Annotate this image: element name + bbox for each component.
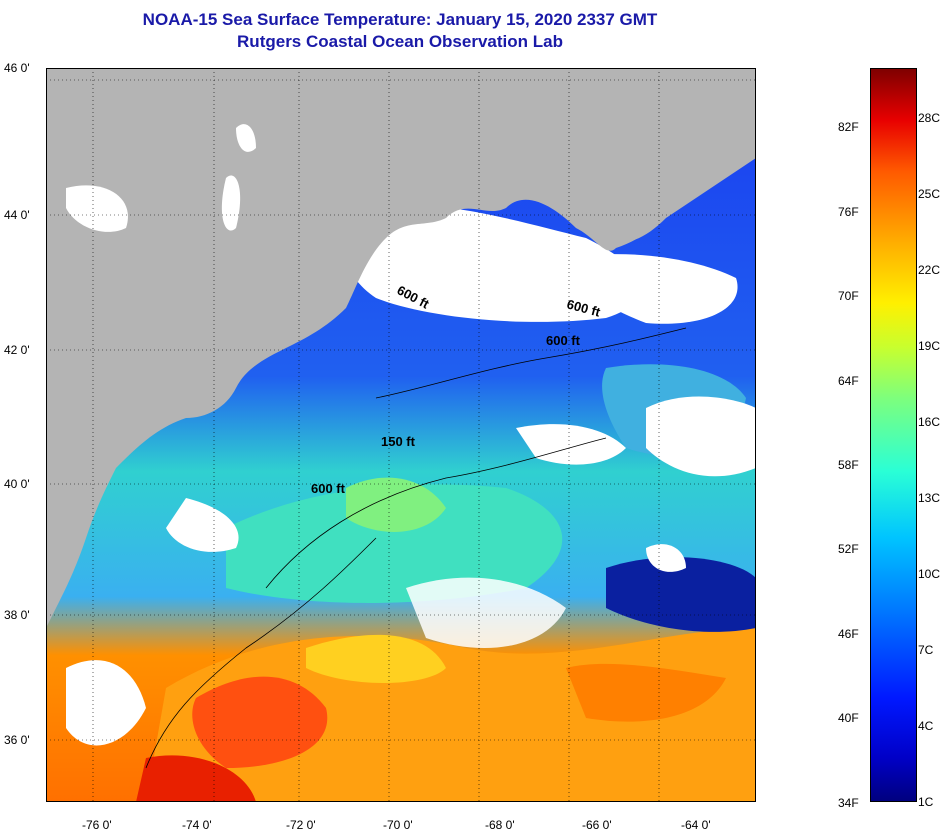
colorbar-f-label: 34F (838, 796, 859, 810)
map-title: NOAA-15 Sea Surface Temperature: January… (142, 10, 658, 29)
lon-label: -76 0' (82, 818, 112, 832)
lon-label: -68 0' (485, 818, 515, 832)
lon-label: -64 0' (681, 818, 711, 832)
lon-label: -66 0' (582, 818, 612, 832)
lon-label: -72 0' (286, 818, 316, 832)
lat-label: 46 0' (4, 61, 30, 75)
colorbar-c-label: 10C (918, 567, 941, 581)
colorbar-f-label: 40F (838, 711, 859, 725)
lat-label: 44 0' (4, 208, 30, 222)
colorbar-f-label: 58F (838, 458, 859, 472)
colorbar-f-label: 64F (838, 374, 859, 388)
lat-label: 36 0' (4, 733, 30, 747)
sst-map[interactable]: 600 ft 600 ft 600 ft 150 ft 600 ft (46, 68, 756, 802)
temperature-colorbar (870, 68, 917, 802)
lat-label: 38 0' (4, 608, 30, 622)
colorbar-c-label: 22C (918, 263, 941, 277)
colorbar-f-label: 76F (838, 205, 859, 219)
colorbar-f-label: 52F (838, 542, 859, 556)
lat-label: 42 0' (4, 343, 30, 357)
colorbar-c-label: 16C (918, 415, 941, 429)
colorbar-c-label: 4C (918, 719, 934, 733)
colorbar-c-label: 13C (918, 491, 941, 505)
colorbar-f-label: 46F (838, 627, 859, 641)
lat-label: 40 0' (4, 477, 30, 491)
colorbar-c-label: 19C (918, 339, 941, 353)
isobath-label: 600 ft (546, 333, 581, 348)
colorbar-c-label: 1C (918, 795, 934, 809)
colorbar-c-label: 25C (918, 187, 941, 201)
colorbar-c-label: 7C (918, 643, 934, 657)
colorbar-f-label: 70F (838, 289, 859, 303)
sst-map-image: 600 ft 600 ft 600 ft 150 ft 600 ft (46, 68, 756, 802)
isobath-label: 600 ft (311, 481, 346, 496)
colorbar-c-label: 28C (918, 111, 941, 125)
lon-label: -74 0' (182, 818, 212, 832)
isobath-label: 150 ft (381, 434, 416, 449)
lon-label: -70 0' (383, 818, 413, 832)
colorbar-f-label: 82F (838, 120, 859, 134)
map-subtitle: Rutgers Coastal Ocean Observation Lab (237, 32, 563, 51)
